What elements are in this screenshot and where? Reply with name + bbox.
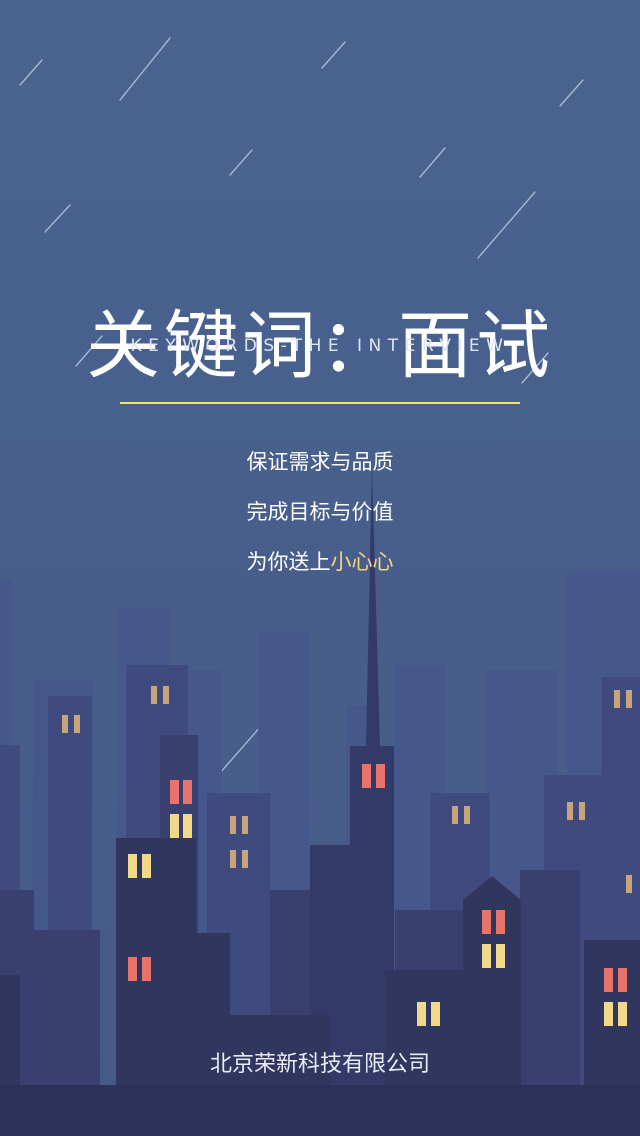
- tagline-3-prefix: 为你送上: [246, 550, 331, 574]
- window: [151, 686, 157, 704]
- poster-title: 关键词：面试: [86, 302, 554, 389]
- tagline-3: 为你送上小心心: [0, 547, 640, 577]
- window: [464, 806, 470, 824]
- window: [604, 1002, 613, 1026]
- window: [482, 944, 491, 968]
- company-name: 北京荣新科技有限公司: [209, 1052, 430, 1077]
- window: [362, 764, 371, 788]
- window: [170, 780, 179, 804]
- window: [567, 802, 573, 820]
- rain-streak: [19, 59, 43, 86]
- title-divider: [120, 402, 520, 404]
- window: [128, 957, 137, 981]
- rain-streak: [559, 79, 584, 107]
- rain-streak: [44, 204, 71, 233]
- window: [62, 715, 68, 733]
- poster-subtitle: KEYWORDS-THE INTERVIEW: [130, 336, 510, 356]
- window: [376, 764, 385, 788]
- window: [230, 850, 236, 868]
- window: [417, 1002, 426, 1026]
- window: [183, 814, 192, 838]
- window: [142, 854, 151, 878]
- window: [142, 957, 151, 981]
- tagline-2: 完成目标与价值: [246, 500, 394, 524]
- window: [496, 910, 505, 934]
- rain-streak: [521, 352, 549, 384]
- window: [452, 806, 458, 824]
- window: [431, 1002, 440, 1026]
- rain-streak: [229, 149, 253, 176]
- window: [170, 814, 179, 838]
- window: [604, 968, 613, 992]
- rain-streak: [119, 37, 171, 101]
- building: [463, 876, 521, 1136]
- window: [74, 715, 80, 733]
- ground: [0, 1085, 640, 1136]
- window: [626, 690, 632, 708]
- rain-streak: [75, 335, 103, 367]
- window: [579, 802, 585, 820]
- rain-streak: [477, 191, 536, 259]
- tagline-1: 保证需求与品质: [246, 450, 394, 474]
- window: [242, 816, 248, 834]
- rain-streak: [321, 41, 346, 69]
- window: [128, 854, 137, 878]
- rain-streak: [419, 147, 446, 178]
- window: [242, 850, 248, 868]
- window: [626, 875, 632, 893]
- window: [482, 910, 491, 934]
- window: [496, 944, 505, 968]
- window: [614, 690, 620, 708]
- window: [618, 968, 627, 992]
- tagline-3-highlight: 小心心: [330, 550, 394, 574]
- spire: [366, 465, 380, 746]
- window: [230, 816, 236, 834]
- window: [163, 686, 169, 704]
- window: [618, 1002, 627, 1026]
- window: [183, 780, 192, 804]
